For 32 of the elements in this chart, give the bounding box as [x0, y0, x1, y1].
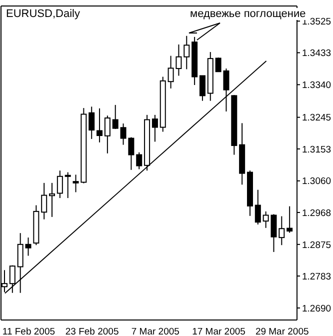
- y-tick-label: 1.3245: [302, 112, 332, 124]
- candlestick: [152, 114, 158, 142]
- y-tick-label: 1.3060: [302, 176, 332, 188]
- y-tick-label: 1.3153: [302, 144, 332, 156]
- y-tick-label: 1.3433: [302, 48, 332, 60]
- y-tick-label: 1.2968: [302, 208, 332, 219]
- candlestick: [56, 170, 63, 199]
- candlestick: [254, 189, 261, 225]
- x-tick-label: 17 Mar 2005: [192, 326, 246, 336]
- y-tick-label: 1.3340: [302, 80, 332, 92]
- candlestick: [184, 35, 190, 70]
- candlestick: [41, 182, 48, 220]
- x-tick-label: 23 Feb 2005: [65, 326, 119, 336]
- candlestick: [25, 237, 32, 256]
- candlestick: [104, 115, 110, 154]
- candlestick: [49, 182, 56, 218]
- y-tick-label: 1.2690: [302, 303, 332, 314]
- candlestick: [199, 75, 206, 102]
- y-tick-label: 1.2783: [302, 271, 332, 282]
- x-tick-label: 7 Mar 2005: [131, 326, 180, 336]
- chart-title: EURUSD,Daily: [6, 8, 80, 20]
- candlestick: [278, 216, 285, 246]
- x-tick-label: 11 Feb 2005: [2, 326, 56, 336]
- x-tick-label: 29 Mar 2005: [255, 326, 309, 336]
- candlestick: [112, 104, 118, 130]
- annotation: медвежье поглощение: [190, 8, 306, 20]
- candlestick: [286, 206, 293, 234]
- candlestick: [136, 152, 142, 170]
- candlestick: [96, 108, 103, 143]
- candlestick: [64, 172, 71, 199]
- y-tick-label: 1.2875: [302, 240, 332, 251]
- candlestick: [88, 106, 95, 140]
